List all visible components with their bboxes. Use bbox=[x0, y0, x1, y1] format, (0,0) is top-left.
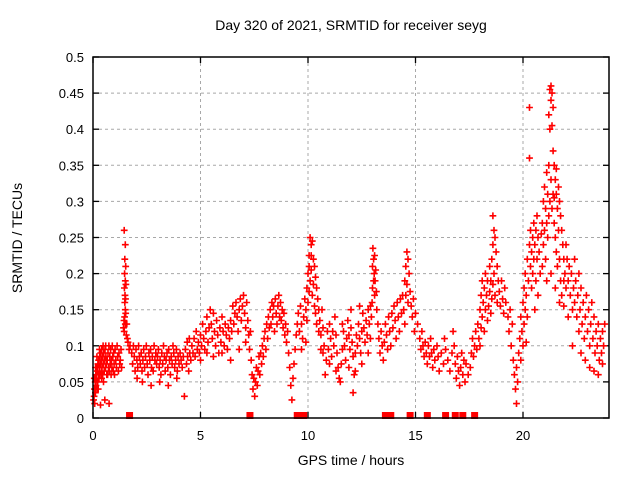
zero-flag-marker bbox=[126, 412, 134, 419]
y-tick-labels: 0 0.05 0.1 0.15 0.2 0.25 0.3 0.35 0.4 0.45 0.5 bbox=[59, 50, 84, 426]
zero-flag-marker bbox=[451, 412, 459, 419]
zero-flag-marker bbox=[387, 412, 395, 419]
zero-flag-marker bbox=[293, 412, 301, 419]
zero-flag-series bbox=[126, 412, 479, 419]
zero-flag-marker bbox=[459, 412, 467, 419]
y-tick-label: 0.05 bbox=[59, 375, 84, 390]
zero-flag-marker bbox=[381, 412, 389, 419]
zero-flag-marker bbox=[423, 412, 431, 419]
y-tick-label: 0.3 bbox=[66, 194, 84, 209]
x-tick-label: 10 bbox=[301, 428, 315, 443]
x-axis-label: GPS time / hours bbox=[297, 452, 405, 468]
x-tick-label: 20 bbox=[516, 428, 530, 443]
chart-title: Day 320 of 2021, SRMTID for receiver sey… bbox=[215, 17, 487, 33]
y-tick-label: 0.2 bbox=[66, 267, 84, 282]
zero-flag-marker bbox=[300, 412, 308, 419]
y-tick-label: 0.15 bbox=[59, 303, 84, 318]
y-tick-label: 0.45 bbox=[59, 86, 84, 101]
zero-flag-marker bbox=[442, 412, 450, 419]
zero-flag-marker bbox=[406, 412, 414, 419]
x-tick-label: 15 bbox=[408, 428, 422, 443]
x-tick-label: 0 bbox=[89, 428, 96, 443]
scatter-series bbox=[90, 82, 609, 409]
y-tick-label: 0.1 bbox=[66, 339, 84, 354]
y-tick-label: 0.4 bbox=[66, 122, 84, 137]
plot-border bbox=[92, 56, 610, 419]
y-tick-label: 0.35 bbox=[59, 158, 84, 173]
x-tick-label: 5 bbox=[197, 428, 204, 443]
zero-flag-marker bbox=[246, 412, 254, 419]
y-tick-label: 0.25 bbox=[59, 231, 84, 246]
y-tick-label: 0 bbox=[77, 411, 84, 426]
x-tick-labels: 0 5 10 15 20 bbox=[89, 428, 530, 443]
y-tick-label: 0.5 bbox=[66, 50, 84, 65]
zero-flag-marker bbox=[471, 412, 479, 419]
